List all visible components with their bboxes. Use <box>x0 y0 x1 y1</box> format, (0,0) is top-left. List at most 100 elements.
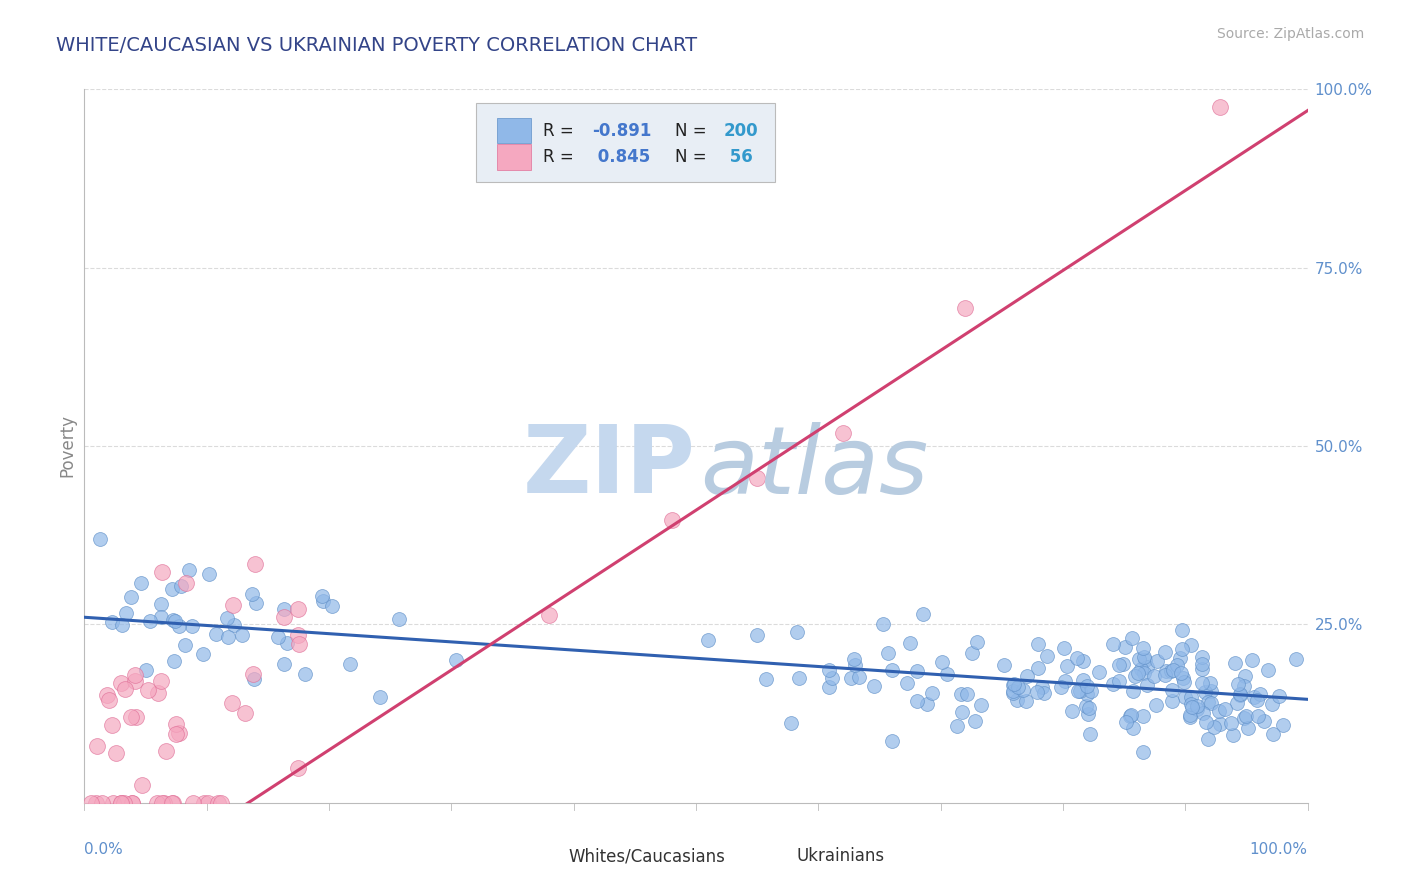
Point <box>1087 665 1109 679</box>
Point <box>745 628 768 642</box>
Point <box>1192 706 1215 720</box>
Point <box>896 676 918 690</box>
Point <box>388 612 411 626</box>
Point <box>818 680 841 694</box>
Point <box>197 796 219 810</box>
Point <box>993 657 1015 672</box>
Point <box>1160 694 1182 708</box>
Point <box>1253 714 1275 728</box>
Point <box>1226 697 1249 711</box>
Point <box>1194 685 1216 699</box>
Text: 0.845: 0.845 <box>592 148 650 166</box>
Point <box>124 667 146 681</box>
Point <box>1191 650 1213 665</box>
Point <box>103 796 125 810</box>
Point <box>1108 674 1130 689</box>
Point <box>191 647 214 661</box>
Point <box>1170 666 1192 681</box>
Point <box>224 618 246 632</box>
Point <box>1246 693 1268 707</box>
Point <box>1015 668 1038 682</box>
Point <box>755 672 778 686</box>
Point <box>1261 698 1284 712</box>
Point <box>872 617 894 632</box>
Point <box>1002 676 1025 690</box>
Point <box>1268 690 1291 704</box>
Point <box>1032 686 1054 700</box>
Text: atlas: atlas <box>700 422 928 513</box>
Point <box>233 706 256 720</box>
Point <box>1001 678 1024 692</box>
Point <box>1199 684 1222 698</box>
Point <box>1143 668 1166 682</box>
Point <box>1174 690 1197 704</box>
Point <box>1132 745 1154 759</box>
Point <box>276 636 298 650</box>
Point <box>243 558 266 572</box>
Point <box>163 654 186 668</box>
Text: -0.891: -0.891 <box>592 121 651 139</box>
Point <box>1121 631 1143 645</box>
Point <box>1204 720 1226 734</box>
Point <box>1249 687 1271 701</box>
Point <box>950 705 973 719</box>
Point <box>863 679 886 693</box>
Point <box>1197 696 1219 710</box>
Point <box>818 663 841 677</box>
Point <box>1069 684 1091 698</box>
Point <box>953 301 976 316</box>
Point <box>1187 702 1209 716</box>
Point <box>153 796 176 810</box>
Point <box>1133 665 1156 680</box>
Point <box>207 796 229 810</box>
Point <box>1153 645 1175 659</box>
Point <box>1241 653 1264 667</box>
Point <box>114 681 136 696</box>
Point <box>165 726 187 740</box>
Point <box>1133 650 1156 665</box>
Point <box>110 676 132 690</box>
Point <box>1053 641 1076 656</box>
Point <box>150 796 173 810</box>
Point <box>1171 641 1194 656</box>
Point <box>1078 701 1101 715</box>
Point <box>1074 699 1097 714</box>
Point <box>1011 683 1033 698</box>
Point <box>1171 624 1194 638</box>
Point <box>1036 648 1059 663</box>
Point <box>180 618 202 632</box>
Point <box>1025 685 1047 699</box>
Point <box>311 589 333 603</box>
Point <box>1136 678 1159 692</box>
Point <box>1191 676 1213 690</box>
Point <box>1126 666 1149 681</box>
Point <box>1180 698 1202 712</box>
Text: Ukrainians: Ukrainians <box>796 847 884 865</box>
Point <box>1180 708 1202 723</box>
Point <box>1050 680 1073 694</box>
Point <box>1076 679 1098 693</box>
Point <box>1187 698 1209 713</box>
Text: ZIP: ZIP <box>523 421 696 514</box>
Point <box>129 576 152 591</box>
Point <box>181 796 204 810</box>
Y-axis label: Poverty: Poverty <box>58 415 76 477</box>
Text: R =: R = <box>543 121 579 139</box>
Point <box>1243 690 1265 704</box>
Point <box>786 625 808 640</box>
Point <box>1015 694 1038 708</box>
Point <box>104 746 127 760</box>
Point <box>150 610 173 624</box>
Point <box>1223 657 1246 671</box>
Point <box>177 563 200 577</box>
Point <box>1101 676 1123 690</box>
Point <box>1007 680 1029 694</box>
Point <box>1195 714 1218 729</box>
Point <box>900 636 922 650</box>
Point <box>174 576 197 591</box>
Point <box>217 630 239 644</box>
Point <box>165 717 187 731</box>
Point <box>370 690 392 704</box>
Point <box>98 692 121 706</box>
Point <box>101 615 124 629</box>
